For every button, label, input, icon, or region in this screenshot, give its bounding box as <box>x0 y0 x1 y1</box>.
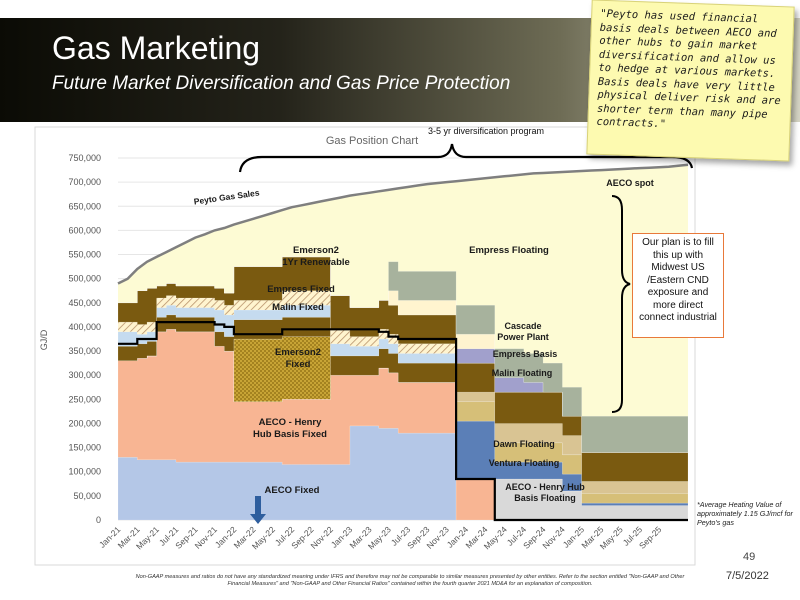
plan-callout: Our plan is to fill this up with Midwest… <box>632 233 724 338</box>
y-tick-label: 500,000 <box>68 274 101 284</box>
gas-position-chart: Gas Position Chart 3-5 yr diversificatio… <box>34 126 696 566</box>
y-tick-label: 50,000 <box>73 491 101 501</box>
slide-title: Gas Marketing <box>52 30 261 66</box>
diversification-annotation: 3-5 yr diversification program <box>428 126 544 136</box>
overlay-lines <box>117 163 689 522</box>
label-empress-basis: Empress Basis <box>493 349 558 359</box>
slide-subtitle: Future Market Diversification and Gas Pr… <box>52 73 511 94</box>
label-aeco-henry-floating: AECO - Henry Hub Basis Floating <box>505 482 585 503</box>
y-tick-label: 550,000 <box>68 250 101 260</box>
aeco-spot-line <box>118 321 688 522</box>
label-empress-fixed: Empress Fixed <box>267 284 335 295</box>
heating-value-note: *Average Heating Value of approximately … <box>697 500 793 527</box>
label-dawn-floating: Dawn Floating <box>493 439 555 449</box>
label-ventura-floating: Ventura Floating <box>489 458 560 468</box>
label-empress-floating: Empress Floating <box>469 245 549 256</box>
label-malin-floating: Malin Floating <box>492 368 553 378</box>
area-empress-basis <box>118 256 688 453</box>
y-tick-label: 300,000 <box>68 370 101 380</box>
label-aeco-henry-fixed: AECO - Henry Hub Basis Fixed <box>253 417 327 440</box>
label-malin-fixed: Malin Fixed <box>272 302 324 313</box>
y-tick-label: 0 <box>96 515 101 525</box>
area-labels: AECO Fixed AECO - Henry Hub Basis Fixed AEC… <box>193 178 654 503</box>
y-tick-label: 600,000 <box>68 225 101 235</box>
y-axis: 0 50,000 100,000 150,000 200,000 250,000 300,0… <box>68 153 101 525</box>
y-axis-label: GJ/D <box>39 329 49 350</box>
label-emerson2-1yr: Emerson2 1Yr Renewable <box>282 245 350 268</box>
slide-date: 7/5/2022 <box>726 570 769 582</box>
y-tick-label: 250,000 <box>68 394 101 404</box>
y-tick-label: 450,000 <box>68 298 101 308</box>
y-tick-label: 200,000 <box>68 418 101 428</box>
sticky-note-quote: "Peyto has used financial basis deals be… <box>586 0 795 162</box>
y-tick-label: 750,000 <box>68 153 101 163</box>
page-number: 49 <box>743 551 756 563</box>
down-arrow-icon <box>250 496 266 524</box>
label-emerson2-fixed: Emerson2 Fixed <box>275 347 321 370</box>
footnote-disclaimer: Non-GAAP measures and ratios do not have… <box>135 574 685 587</box>
y-tick-label: 350,000 <box>68 346 101 356</box>
peyto-gas-sales-line <box>117 163 689 285</box>
label-aeco-fixed: AECO Fixed <box>265 485 320 496</box>
y-tick-label: 150,000 <box>68 443 101 453</box>
area-cascade-power-plant <box>118 256 689 453</box>
stacked-areas <box>117 164 689 521</box>
y-tick-label: 650,000 <box>68 201 101 211</box>
y-tick-label: 700,000 <box>68 177 101 187</box>
chart-title: Gas Position Chart <box>326 135 418 147</box>
label-cascade: Cascade Power Plant <box>497 321 549 342</box>
label-aeco-spot: AECO spot <box>606 178 654 188</box>
right-brace <box>611 195 631 413</box>
y-tick-label: 100,000 <box>68 467 101 477</box>
y-tick-label: 400,000 <box>68 322 101 332</box>
